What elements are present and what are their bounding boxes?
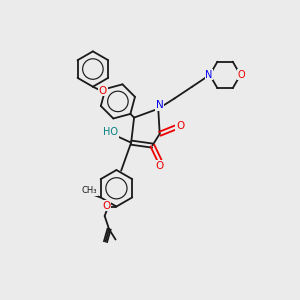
- Text: O: O: [237, 70, 245, 80]
- Text: N: N: [155, 100, 163, 110]
- Text: O: O: [102, 201, 110, 211]
- Text: O: O: [176, 121, 184, 131]
- Text: O: O: [156, 160, 164, 171]
- Text: CH₃: CH₃: [82, 186, 97, 195]
- Text: HO: HO: [103, 127, 118, 137]
- Text: O: O: [99, 86, 107, 96]
- Text: N: N: [206, 70, 213, 80]
